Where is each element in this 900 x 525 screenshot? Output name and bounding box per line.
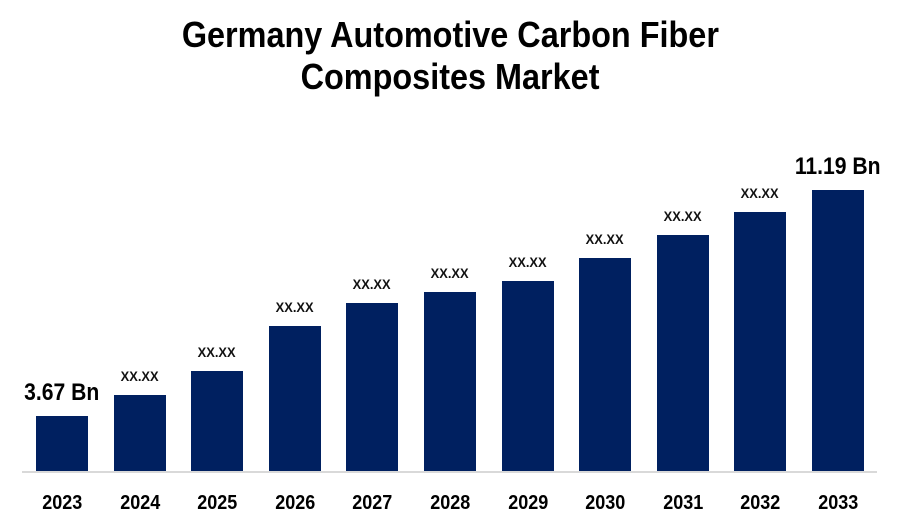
bar-value-label-2027: XX.XX bbox=[353, 276, 391, 292]
x-axis-label-2032: 2032 bbox=[739, 492, 781, 514]
x-axis-label-2029: 2029 bbox=[507, 492, 549, 514]
x-axis-label-2026: 2026 bbox=[274, 492, 316, 514]
bar-2028 bbox=[424, 292, 476, 471]
x-axis-line bbox=[22, 471, 877, 473]
bar-value-label-2028: XX.XX bbox=[431, 265, 469, 281]
bar-2033 bbox=[812, 190, 864, 471]
bar-value-label-2023: 3.67 Bn bbox=[24, 379, 100, 406]
x-axis-label-2030: 2030 bbox=[584, 492, 626, 514]
bar-2030 bbox=[579, 258, 631, 471]
chart-title-line-2: Composites Market bbox=[300, 56, 600, 97]
bar-value-label-2030: XX.XX bbox=[586, 231, 624, 247]
x-axis-label-2024: 2024 bbox=[119, 492, 161, 514]
x-axis-label-2027: 2027 bbox=[351, 492, 393, 514]
bar-2026 bbox=[269, 326, 321, 471]
bar-2031 bbox=[657, 235, 709, 471]
x-axis-label-2031: 2031 bbox=[662, 492, 704, 514]
x-axis-label-2028: 2028 bbox=[429, 492, 471, 514]
x-axis-label-2023: 2023 bbox=[41, 492, 83, 514]
bar-value-label-2026: XX.XX bbox=[276, 299, 314, 315]
bar-2025 bbox=[191, 371, 243, 471]
x-axis-label-2033: 2033 bbox=[817, 492, 859, 514]
bar-value-label-2031: XX.XX bbox=[664, 208, 702, 224]
x-axis-label-2025: 2025 bbox=[196, 492, 238, 514]
bar-2024 bbox=[114, 395, 166, 471]
bar-2032 bbox=[734, 212, 786, 471]
bar-value-label-2024: XX.XX bbox=[121, 368, 159, 384]
bar-value-label-2025: XX.XX bbox=[198, 344, 236, 360]
bar-2027 bbox=[346, 303, 398, 471]
chart-title: Germany Automotive Carbon Fiber Composit… bbox=[0, 14, 900, 98]
bar-2029 bbox=[502, 281, 554, 471]
bar-value-label-2033: 11.19 Bn bbox=[795, 153, 881, 180]
bar-2023 bbox=[36, 416, 88, 471]
bar-value-label-2029: XX.XX bbox=[509, 254, 547, 270]
bar-value-label-2032: XX.XX bbox=[741, 185, 779, 201]
chart-title-line-1: Germany Automotive Carbon Fiber bbox=[181, 14, 719, 55]
